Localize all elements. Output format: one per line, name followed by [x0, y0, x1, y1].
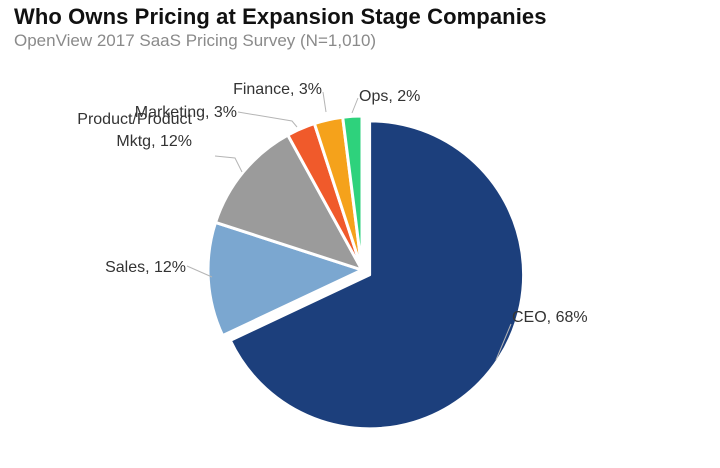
leader-line — [322, 91, 327, 113]
chart-subtitle: OpenView 2017 SaaS Pricing Survey (N=1,0… — [14, 31, 377, 50]
data-label: Marketing, 3% — [135, 104, 237, 121]
data-label: Finance, 3% — [233, 81, 322, 98]
leader-line — [351, 97, 359, 114]
data-label: Sales, 12% — [105, 259, 186, 276]
leader-line — [186, 265, 213, 278]
pie-slice-ops — [341, 114, 364, 272]
data-label: CEO, 68% — [512, 309, 588, 326]
chart-title: Who Owns Pricing at Expansion Stage Comp… — [14, 4, 547, 29]
data-label: Product/Product Mktg, 12% — [77, 111, 192, 150]
leader-line — [495, 323, 512, 361]
pie-slice-sales — [206, 220, 364, 338]
pie-slice-ceo — [228, 119, 526, 431]
leader-line — [237, 111, 298, 128]
data-label: Ops, 2% — [359, 88, 420, 105]
leader-line — [214, 155, 243, 173]
pie-slice-product-product-mktg — [214, 133, 364, 272]
